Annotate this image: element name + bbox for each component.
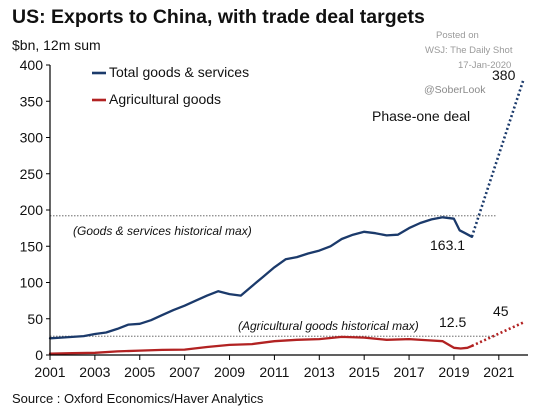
tick-labels: 0 50 100 150 200 250 300 350 400 2001 2003 2005 2007… xyxy=(20,57,515,380)
x-tick-label: 2019 xyxy=(438,364,469,380)
annotation-label: 12.5 xyxy=(439,314,466,330)
watermark-date: 17-Jan-2020 xyxy=(458,60,511,71)
target-projection-line xyxy=(470,79,525,238)
y-tick-label: 0 xyxy=(35,347,43,363)
x-tick-label: 2021 xyxy=(483,364,514,380)
x-tick-label: 2015 xyxy=(349,364,380,380)
legend-label: Total goods & services xyxy=(109,64,249,80)
legend-label: Agricultural goods xyxy=(109,91,221,107)
axes xyxy=(46,64,528,360)
series-line xyxy=(48,216,474,340)
series-line xyxy=(48,335,474,355)
reference-lines: (Goods & services historical max) (Agricu… xyxy=(50,215,497,337)
reference-line-label: (Agricultural goods historical max) xyxy=(238,319,419,333)
series-layer xyxy=(48,79,525,355)
x-tick-label: 2011 xyxy=(259,364,289,380)
watermark-posted: Posted on xyxy=(436,30,479,41)
annotation-label: 163.1 xyxy=(430,237,465,253)
watermark-outlet: WSJ: The Daily Shot xyxy=(425,45,513,56)
x-tick-label: 2017 xyxy=(393,364,424,380)
x-tick-label: 2009 xyxy=(214,364,245,380)
y-tick-label: 300 xyxy=(20,130,44,146)
y-tick-label: 150 xyxy=(20,238,44,254)
source-note: Source : Oxford Economics/Haver Analytic… xyxy=(12,391,264,406)
x-tick-label: 2005 xyxy=(124,364,155,380)
y-tick-label: 50 xyxy=(27,311,43,327)
watermark-handle: @SoberLook xyxy=(424,84,486,96)
x-tick-label: 2001 xyxy=(34,364,65,380)
y-tick-label: 100 xyxy=(20,275,44,291)
annotation-label: 45 xyxy=(493,303,509,319)
chart-title: US: Exports to China, with trade deal ta… xyxy=(12,6,425,28)
legend: Total goods & services Agricultural goods xyxy=(92,64,249,107)
annotation-label: 380 xyxy=(492,67,516,83)
x-tick-label: 2007 xyxy=(169,364,200,380)
unit-label: $bn, 12m sum xyxy=(12,37,101,53)
annotations: Phase-one deal 163.1 380 12.5 45 xyxy=(372,67,516,330)
watermark: Posted on WSJ: The Daily Shot 17-Jan-202… xyxy=(424,30,513,96)
y-tick-label: 400 xyxy=(20,57,44,73)
reference-line-label: (Goods & services historical max) xyxy=(73,224,252,238)
target-projection-line xyxy=(471,321,525,348)
annotation-label: Phase-one deal xyxy=(372,108,470,124)
y-tick-label: 250 xyxy=(20,166,44,182)
y-tick-label: 350 xyxy=(20,93,44,109)
x-tick-label: 2003 xyxy=(79,364,110,380)
x-tick-label: 2013 xyxy=(304,364,335,380)
y-tick-label: 200 xyxy=(20,202,44,218)
